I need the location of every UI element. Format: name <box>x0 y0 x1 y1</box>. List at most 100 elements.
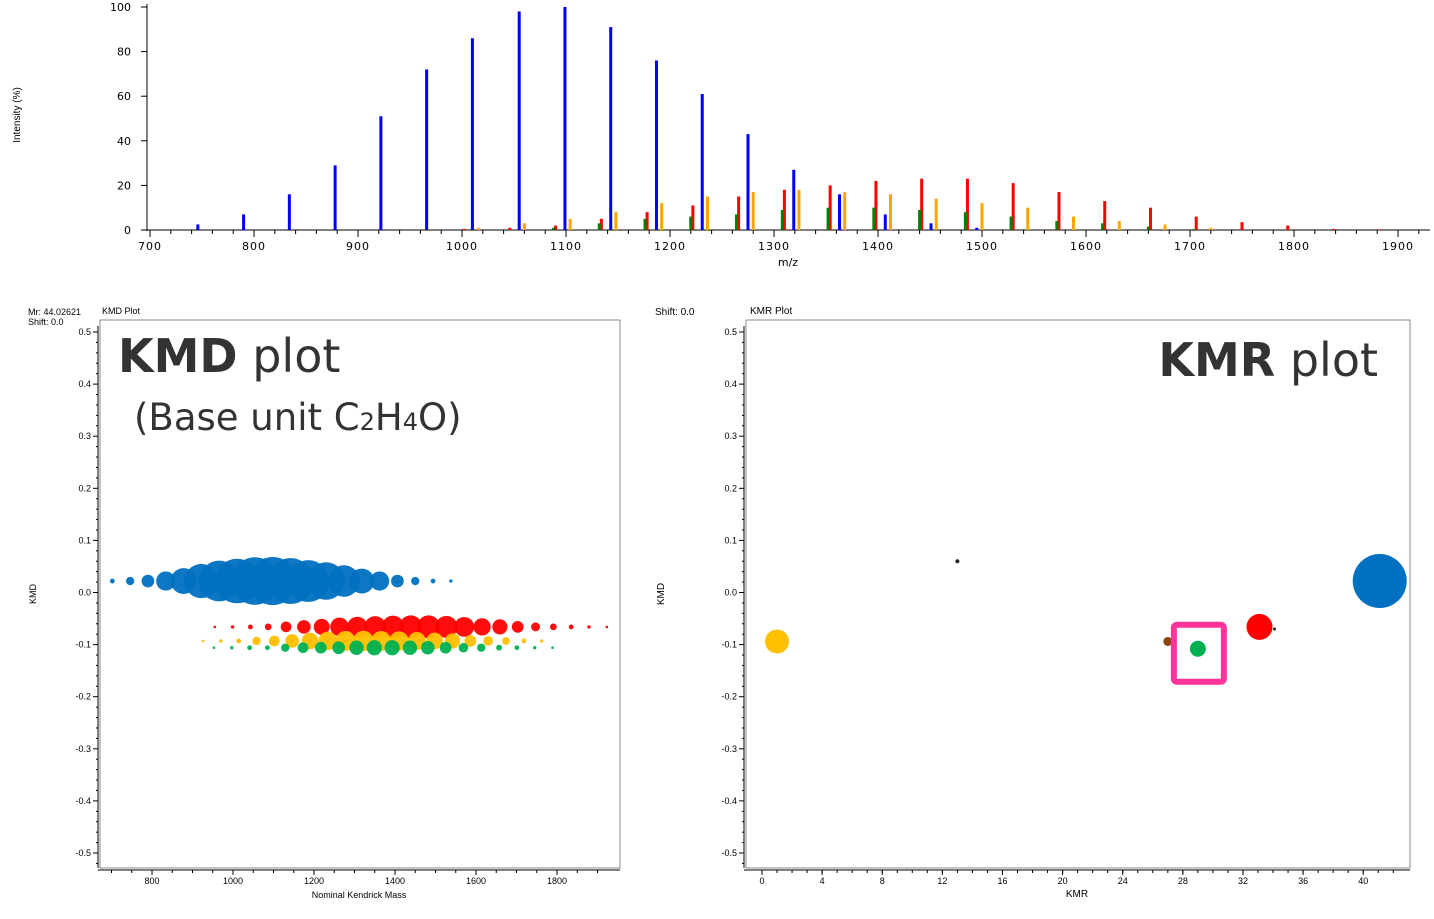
kmd-point <box>349 568 375 594</box>
kmd-point <box>531 622 541 632</box>
x-tick-label: 4 <box>820 876 825 886</box>
spectrum-bar <box>828 185 832 230</box>
kmd-overlay-title-rest: plot <box>238 329 341 383</box>
spectrum-bar <box>522 223 526 230</box>
kmr-point <box>1246 613 1273 640</box>
kmr-point <box>1273 627 1277 631</box>
spectrum-bar <box>843 192 847 230</box>
x-tick-label: 1400 <box>385 876 405 886</box>
spectrum-bar <box>554 225 558 230</box>
x-tick-label: 32 <box>1238 876 1248 886</box>
spectrum-bar <box>660 203 664 230</box>
kmd-point <box>125 576 135 586</box>
kmd-point <box>458 642 469 653</box>
spectrum-bar <box>1101 223 1105 230</box>
subtitle-sub: 4 <box>403 408 418 436</box>
spectrum-bar <box>1117 221 1121 230</box>
spectrum-bar <box>379 116 383 230</box>
y-tick-label: 0.2 <box>724 483 737 493</box>
spectrum-bar <box>826 207 830 230</box>
kmd-point <box>417 615 441 639</box>
y-tick-label: -0.5 <box>75 848 91 858</box>
spectrum-bar <box>1148 207 1152 230</box>
y-tick-label: 0.3 <box>724 431 737 441</box>
spectrum-bar <box>780 209 784 230</box>
y-tick-label: 0.0 <box>724 588 737 598</box>
spectrum-bar <box>737 196 741 230</box>
kmd-point <box>411 576 420 586</box>
kmd-mr-label: Mr: 44.02621 <box>28 307 81 317</box>
spectrum-bar <box>1192 228 1196 230</box>
kmd-point <box>328 565 360 597</box>
y-tick-label: 0.1 <box>78 535 91 545</box>
spectrum-bar <box>654 60 658 230</box>
mass-spectrum-chart: Intensity (%) m/z 0 20 40 60 80 100 700 800 900 1… <box>12 1 1430 269</box>
y-tick-label: -0.4 <box>721 796 737 806</box>
spectrum-bar <box>929 223 933 230</box>
kmd-point <box>473 618 491 636</box>
kmd-point <box>511 621 524 633</box>
kmd-point <box>332 641 346 655</box>
x-tick-label: 8 <box>880 876 885 886</box>
spectrum-bar <box>333 165 337 230</box>
spectrum-y-tick-label: 80 <box>117 46 131 59</box>
spectrum-bar <box>1026 207 1030 230</box>
kmr-point <box>1189 640 1206 657</box>
spectrum-x-tick-label: 1700 <box>1174 240 1206 253</box>
kmd-point <box>247 645 253 651</box>
kmd-point <box>391 574 404 588</box>
kmd-plot: Mr: 44.02621 Shift: 0.0 KMD Plot Nominal… <box>28 306 621 900</box>
kmd-point <box>464 635 477 647</box>
highlight-box <box>1170 621 1227 685</box>
kmr-y-axis-label: KMD <box>656 583 667 605</box>
kmd-point <box>252 636 261 646</box>
kmd-point <box>449 579 453 583</box>
x-tick-label: 16 <box>997 876 1007 886</box>
kmd-point <box>483 636 493 646</box>
kmr-point <box>955 559 960 564</box>
spectrum-y-tick-label: 60 <box>117 90 131 103</box>
spectrum-bar <box>643 218 647 230</box>
spectrum-bar <box>1194 216 1198 230</box>
kmd-point <box>539 639 544 643</box>
y-tick-label: 0.4 <box>78 379 91 389</box>
y-tick-label: 0.0 <box>78 588 91 598</box>
spectrum-bar <box>980 203 984 230</box>
y-tick-label: -0.3 <box>75 744 91 754</box>
spectrum-bar <box>920 178 924 230</box>
spectrum-bar <box>568 218 572 230</box>
y-tick-label: -0.1 <box>75 640 91 650</box>
kmd-point <box>281 643 290 652</box>
kmd-shift-label: Shift: 0.0 <box>28 317 64 327</box>
spectrum-bar <box>1009 216 1013 230</box>
x-tick-label: 28 <box>1178 876 1188 886</box>
spectrum-bar <box>735 214 739 230</box>
kmr-shift-label: Shift: 0.0 <box>655 307 695 318</box>
spectrum-bar <box>1103 201 1107 230</box>
spectrum-y-tick-label: 40 <box>117 135 131 148</box>
spectrum-bar <box>508 227 512 230</box>
kmd-point <box>435 615 458 638</box>
x-tick-label: 36 <box>1298 876 1308 886</box>
kmd-point <box>384 640 400 656</box>
spectrum-bar <box>1332 228 1336 230</box>
kmd-overlay-title-bold: KMD <box>118 329 238 383</box>
spectrum-bar <box>552 227 556 230</box>
kmd-point <box>230 625 235 629</box>
spectrum-bar <box>1146 226 1150 230</box>
kmd-point <box>496 644 503 651</box>
kmd-point <box>421 640 435 655</box>
spectrum-bar <box>287 194 291 230</box>
kmd-point <box>549 623 557 631</box>
spectrum-x-tick-label: 1500 <box>966 240 998 253</box>
x-tick-label: 1000 <box>223 876 243 886</box>
x-tick-label: 800 <box>144 876 159 886</box>
kmd-point <box>230 646 234 650</box>
kmd-point <box>477 643 486 652</box>
spectrum-x-tick-label: 1100 <box>550 240 582 253</box>
spectrum-x-tick-label: 1300 <box>758 240 790 253</box>
kmd-overlay-title: KMD plot <box>118 329 340 383</box>
spectrum-x-tick-label: 700 <box>138 240 162 253</box>
spectrum-bar <box>874 180 878 230</box>
y-tick-label: 0.5 <box>724 327 737 337</box>
